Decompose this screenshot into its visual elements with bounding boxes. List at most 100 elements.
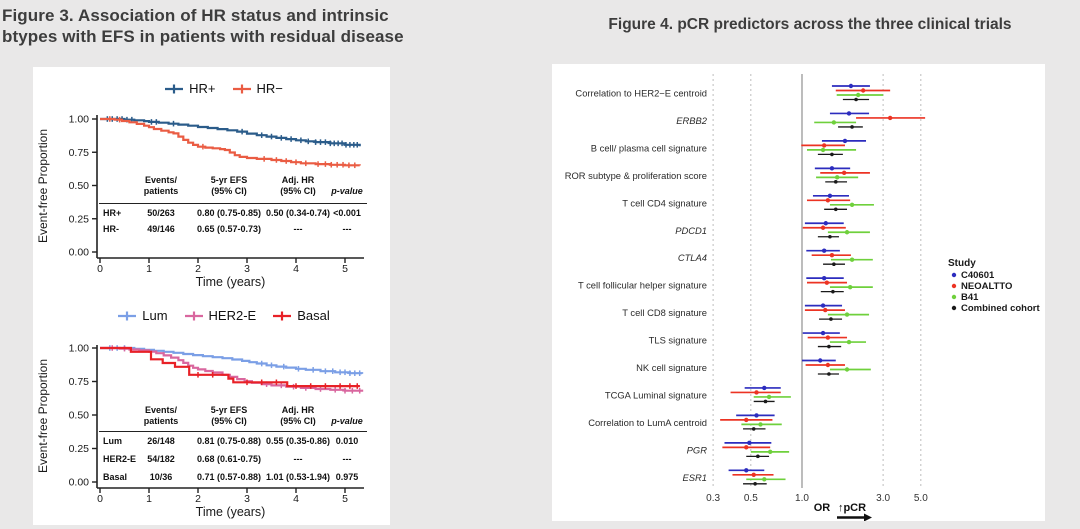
legend-entry-Lum: Lum xyxy=(117,308,168,323)
table-cell: p-value xyxy=(331,186,363,196)
x-tick-label: 2 xyxy=(195,493,201,505)
table-cell: Events/ xyxy=(144,175,178,185)
forest-row: ESR1 xyxy=(683,468,786,486)
km-legend-marker-icon xyxy=(232,84,251,93)
forest-row-label: T cell CD8 signature xyxy=(622,307,707,318)
legend-dot-icon xyxy=(951,283,957,289)
or-point-NEOALTTO xyxy=(829,253,835,258)
x-tick-label: 2 xyxy=(195,263,201,275)
forest-row-label: PGR xyxy=(687,444,708,455)
forest-x-tick-label: 3.0 xyxy=(876,493,890,504)
x-tick-label: 0 xyxy=(97,493,103,505)
y-axis-label: Event-free Proportion xyxy=(36,129,50,243)
table-cell: 0.68 (0.61-0.75) xyxy=(196,454,262,464)
figure3-title-line1: Figure 3. Association of HR status and i… xyxy=(2,6,389,25)
km-charts-svg: 1.00 0.75 0.50 0.25 0.00 0 1 2 3 4 5 Time (years) Ev… xyxy=(36,114,364,519)
y-tick-label: 1.00 xyxy=(69,343,90,355)
km-bottom-legend: Lum HER2-E Basal xyxy=(51,308,396,323)
km-curve-Lum xyxy=(100,346,364,375)
km-legend-marker-icon xyxy=(184,311,203,320)
forest-x-tick-label: 0.3 xyxy=(706,493,720,504)
forest-row: CTLA4 xyxy=(678,248,873,266)
table-cell: HER2-E xyxy=(103,454,137,464)
or-point-C40601 xyxy=(842,138,848,144)
or-point-Combined cohort xyxy=(850,125,854,129)
or-point-B41 xyxy=(849,257,855,262)
or-point-B41 xyxy=(831,120,837,125)
km-curve-HR− xyxy=(100,117,361,167)
or-point-NEOALTTO xyxy=(825,198,831,203)
x-tick-label: 1 xyxy=(146,263,152,275)
table-cell: 5-yr EFS xyxy=(210,175,248,185)
or-point-B41 xyxy=(844,312,850,317)
or-point-B41 xyxy=(846,339,852,345)
table-cell: 5-yr EFS xyxy=(210,405,248,415)
or-point-NEOALTTO xyxy=(821,143,827,148)
table-cell: 0.80 (0.75-0.85) xyxy=(196,208,262,218)
or-point-NEOALTTO xyxy=(744,445,749,450)
or-point-NEOALTTO xyxy=(825,362,831,368)
or-point-B41 xyxy=(847,284,853,290)
figure3-panel: 1.00 0.75 0.50 0.25 0.00 0 1 2 3 4 5 Time (years) Ev… xyxy=(33,67,390,525)
forest-x-tick-label: 1.0 xyxy=(795,493,809,504)
or-point-C40601 xyxy=(762,385,767,391)
forest-row-label: Correlation to HER2−E centroid xyxy=(575,88,707,99)
legend-label: HR+ xyxy=(189,81,216,96)
or-point-B41 xyxy=(844,367,850,372)
or-point-C40601 xyxy=(744,468,749,473)
table-cell: 0.010 xyxy=(335,436,359,446)
pcr-arrow-head-icon xyxy=(864,513,872,521)
legend-entry-HR−: HR− xyxy=(232,81,283,96)
figure3-title: Figure 3. Association of HR status and i… xyxy=(2,5,522,48)
or-point-Combined cohort xyxy=(832,262,836,266)
x-axis-label: Time (years) xyxy=(196,505,266,519)
table-cell: HR+ xyxy=(103,208,122,218)
or-point-C40601 xyxy=(754,413,759,418)
km-top-legend: HR+ HR− xyxy=(51,81,396,96)
table-cell: --- xyxy=(293,224,303,234)
or-point-B41 xyxy=(766,394,772,400)
forest-legend-label: B41 xyxy=(961,292,979,303)
forest-row: TCGA Luminal signature xyxy=(605,385,791,404)
legend-entry-Basal: Basal xyxy=(272,308,330,323)
table-cell: 10/36 xyxy=(149,472,173,482)
or-point-C40601 xyxy=(827,193,833,198)
table-cell: Events/ xyxy=(144,405,178,415)
table-cell: (95% CI) xyxy=(280,416,316,426)
legend-label: HR− xyxy=(256,81,283,96)
forest-legend-title: Study xyxy=(948,258,976,269)
table-cell: p-value xyxy=(331,416,363,426)
figure4-title: Figure 4. pCR predictors across the thre… xyxy=(608,16,1012,33)
table-cell: <0.001 xyxy=(333,208,361,218)
legend-entry-HR+: HR+ xyxy=(164,81,216,96)
x-tick-label: 4 xyxy=(293,263,299,275)
table-header-rule xyxy=(99,203,367,204)
km-censor-marks-HR− xyxy=(107,116,358,169)
km-censor-marks-Basal xyxy=(195,372,361,389)
table-cell: --- xyxy=(293,454,303,464)
y-tick-label: 0.75 xyxy=(69,376,90,388)
or-point-C40601 xyxy=(848,83,854,89)
or-point-Combined cohort xyxy=(828,234,832,239)
table-cell: 0.71 (0.57-0.88) xyxy=(196,472,262,482)
table-cell: 0.975 xyxy=(335,472,359,482)
forest-legend-label: C40601 xyxy=(961,270,995,281)
or-point-C40601 xyxy=(820,330,826,336)
x-tick-label: 3 xyxy=(244,493,250,505)
table-cell: (95% CI) xyxy=(211,186,247,196)
forest-row-label: B cell/ plasma cell signature xyxy=(591,142,707,153)
forest-row-label: ESR1 xyxy=(683,472,708,483)
table-cell: Lum xyxy=(103,436,122,446)
legend-label: Lum xyxy=(142,308,168,323)
or-point-Combined cohort xyxy=(827,344,831,349)
or-point-Combined cohort xyxy=(763,399,768,404)
km-curve-Basal xyxy=(100,346,360,388)
or-point-B41 xyxy=(834,175,840,180)
table-cell: (95% CI) xyxy=(211,416,247,426)
or-point-C40601 xyxy=(820,303,826,308)
legend-label: Basal xyxy=(297,308,330,323)
or-point-B41 xyxy=(844,230,850,235)
forest-row: T cell CD8 signature xyxy=(622,303,870,321)
forest-row-label: PDCD1 xyxy=(675,225,707,236)
